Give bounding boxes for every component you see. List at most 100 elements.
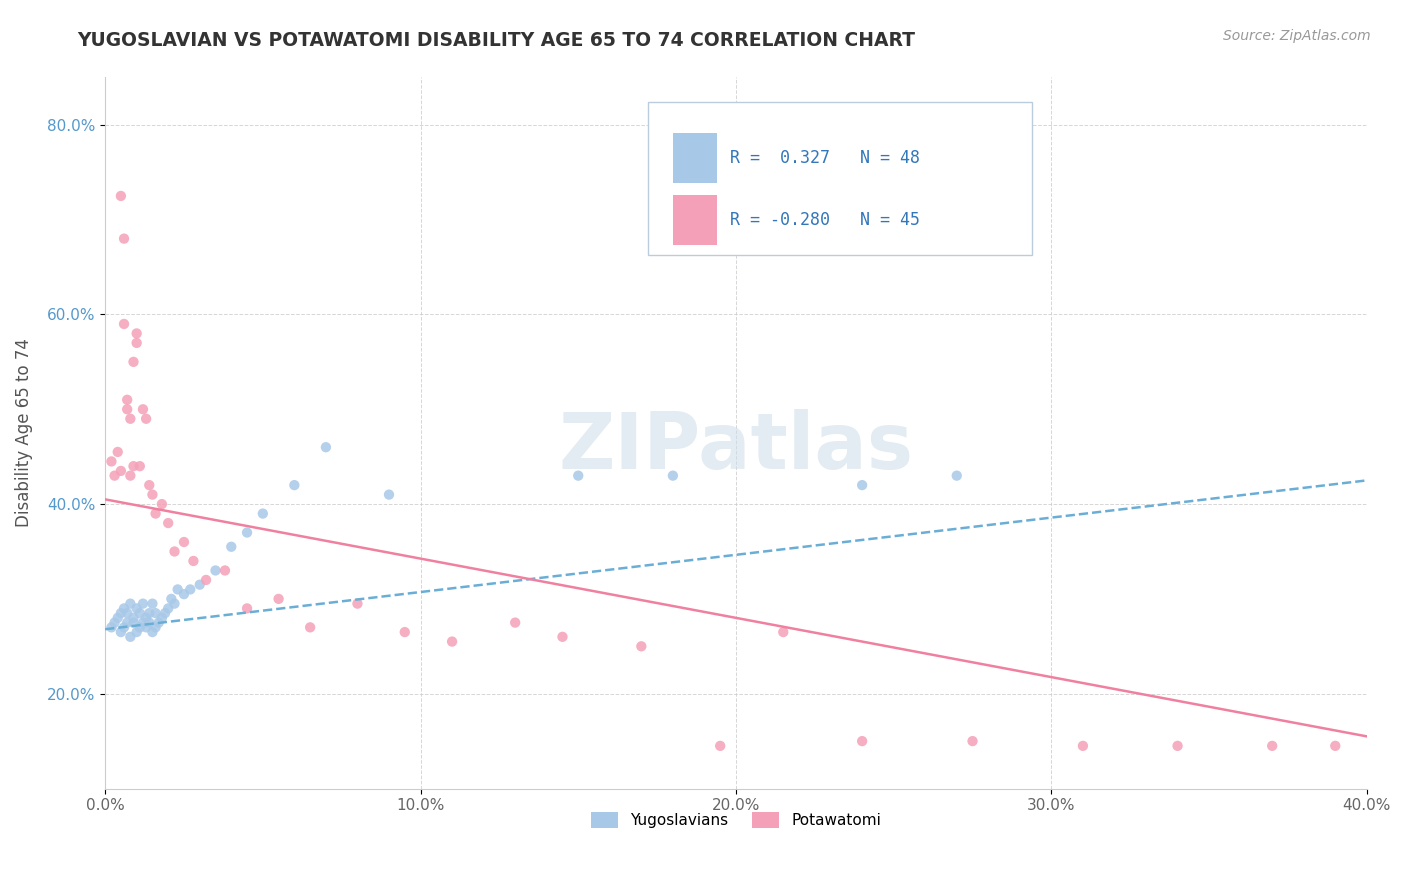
Point (236, 601, 259, 615)
Point (567, 468, 589, 483)
Point (141, 487, 163, 501)
Point (441, 634, 464, 648)
Point (153, 606, 176, 620)
Point (112, 232, 135, 246)
Point (150, 497, 173, 511)
Point (128, 606, 150, 620)
Point (346, 597, 368, 611)
Point (173, 587, 195, 601)
Point (183, 554, 205, 568)
Point (128, 620, 150, 634)
Point (112, 620, 135, 634)
Point (1324, 739, 1347, 753)
Point (1071, 739, 1094, 753)
Text: R =  0.327   N = 48: R = 0.327 N = 48 (730, 149, 920, 167)
Text: ZIPatlas: ZIPatlas (558, 409, 914, 485)
Point (962, 734, 984, 748)
Point (551, 630, 574, 644)
Point (125, 335, 148, 350)
Point (103, 468, 125, 483)
Point (851, 734, 873, 748)
FancyBboxPatch shape (673, 133, 717, 183)
Point (283, 478, 305, 492)
Point (148, 615, 170, 630)
Point (204, 564, 226, 578)
Point (1261, 739, 1284, 753)
Point (115, 392, 138, 407)
Point (163, 544, 186, 558)
Point (110, 606, 132, 620)
Point (100, 620, 122, 634)
Point (135, 620, 157, 634)
Point (709, 739, 731, 753)
Point (125, 326, 148, 341)
Text: YUGOSLAVIAN VS POTAWATOMI DISABILITY AGE 65 TO 74 CORRELATION CHART: YUGOSLAVIAN VS POTAWATOMI DISABILITY AGE… (77, 31, 915, 50)
Point (120, 630, 142, 644)
Text: R = -0.280   N = 45: R = -0.280 N = 45 (730, 211, 920, 229)
Point (299, 620, 322, 634)
Point (503, 615, 526, 630)
Point (157, 516, 180, 530)
Point (110, 464, 132, 478)
Point (630, 640, 652, 654)
Point (214, 564, 236, 578)
Point (112, 601, 135, 615)
Point (120, 411, 142, 425)
Point (252, 507, 274, 521)
Point (157, 601, 180, 615)
Point (394, 625, 416, 640)
Point (145, 606, 167, 620)
Point (138, 615, 160, 630)
Point (378, 487, 401, 501)
Point (166, 582, 188, 597)
Point (110, 189, 132, 203)
Point (851, 478, 873, 492)
Point (132, 597, 155, 611)
Point (135, 411, 157, 425)
Text: Source: ZipAtlas.com: Source: ZipAtlas.com (1223, 29, 1371, 43)
FancyBboxPatch shape (648, 103, 1032, 255)
Point (163, 597, 186, 611)
Point (107, 445, 129, 459)
Point (138, 606, 160, 620)
Point (150, 611, 173, 625)
Point (122, 615, 145, 630)
Point (188, 577, 211, 591)
Point (945, 468, 967, 483)
Point (132, 615, 155, 630)
Point (128, 459, 150, 474)
Point (115, 615, 138, 630)
Y-axis label: Disability Age 65 to 74: Disability Age 65 to 74 (15, 339, 32, 527)
Point (236, 525, 259, 540)
Point (135, 611, 157, 625)
Point (110, 625, 132, 640)
Point (132, 402, 155, 417)
Point (195, 573, 218, 587)
Point (141, 625, 163, 640)
Point (122, 355, 145, 369)
Point (112, 317, 135, 331)
Point (145, 620, 167, 634)
Point (219, 540, 242, 554)
Point (160, 591, 183, 606)
Point (125, 601, 148, 615)
Point (267, 591, 290, 606)
Point (115, 402, 138, 417)
Point (120, 597, 142, 611)
Point (120, 468, 142, 483)
Point (315, 440, 337, 454)
Point (125, 625, 148, 640)
FancyBboxPatch shape (673, 195, 717, 245)
Point (1167, 739, 1189, 753)
Point (122, 459, 145, 474)
Point (138, 478, 160, 492)
Point (772, 625, 794, 640)
Point (122, 611, 145, 625)
Point (662, 468, 685, 483)
Point (179, 582, 201, 597)
Legend: Yugoslavians, Potawatomi: Yugoslavians, Potawatomi (585, 806, 887, 834)
Point (115, 606, 138, 620)
Point (107, 611, 129, 625)
Point (173, 535, 195, 549)
Point (100, 454, 122, 468)
